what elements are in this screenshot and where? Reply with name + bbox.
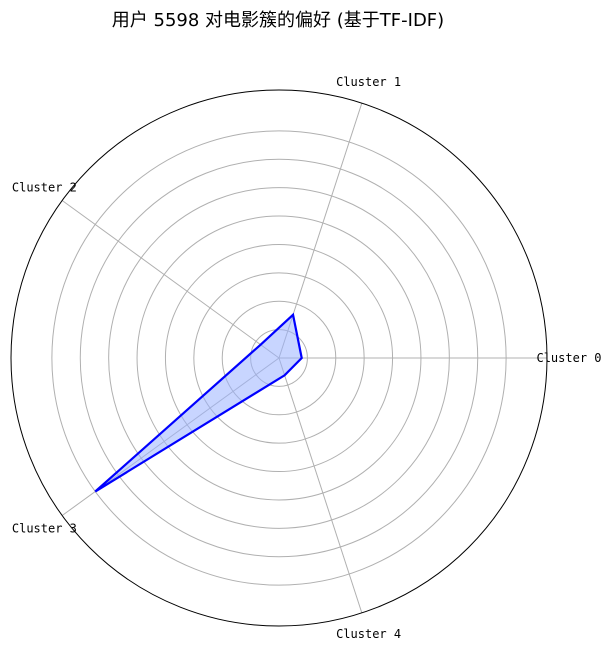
series-line: [94, 312, 303, 493]
chart-title: 用户 5598 对电影簇的偏好 (基于TF-IDF): [112, 10, 444, 31]
category-label-1: Cluster 1: [336, 75, 401, 89]
data-layer: [94, 312, 303, 493]
category-label-0: Cluster 0: [536, 351, 601, 365]
grid-spoke: [278, 357, 363, 614]
series-area: [95, 314, 302, 492]
category-label-2: Cluster 2: [12, 181, 77, 195]
category-label-3: Cluster 3: [12, 522, 77, 536]
category-labels: Cluster 0 Cluster 1 Cluster 2 Cluster 3 Clus…: [12, 75, 602, 641]
grid-spoke: [61, 200, 280, 359]
polar-frame: [10, 89, 548, 627]
category-label-4: Cluster 4: [336, 627, 401, 641]
